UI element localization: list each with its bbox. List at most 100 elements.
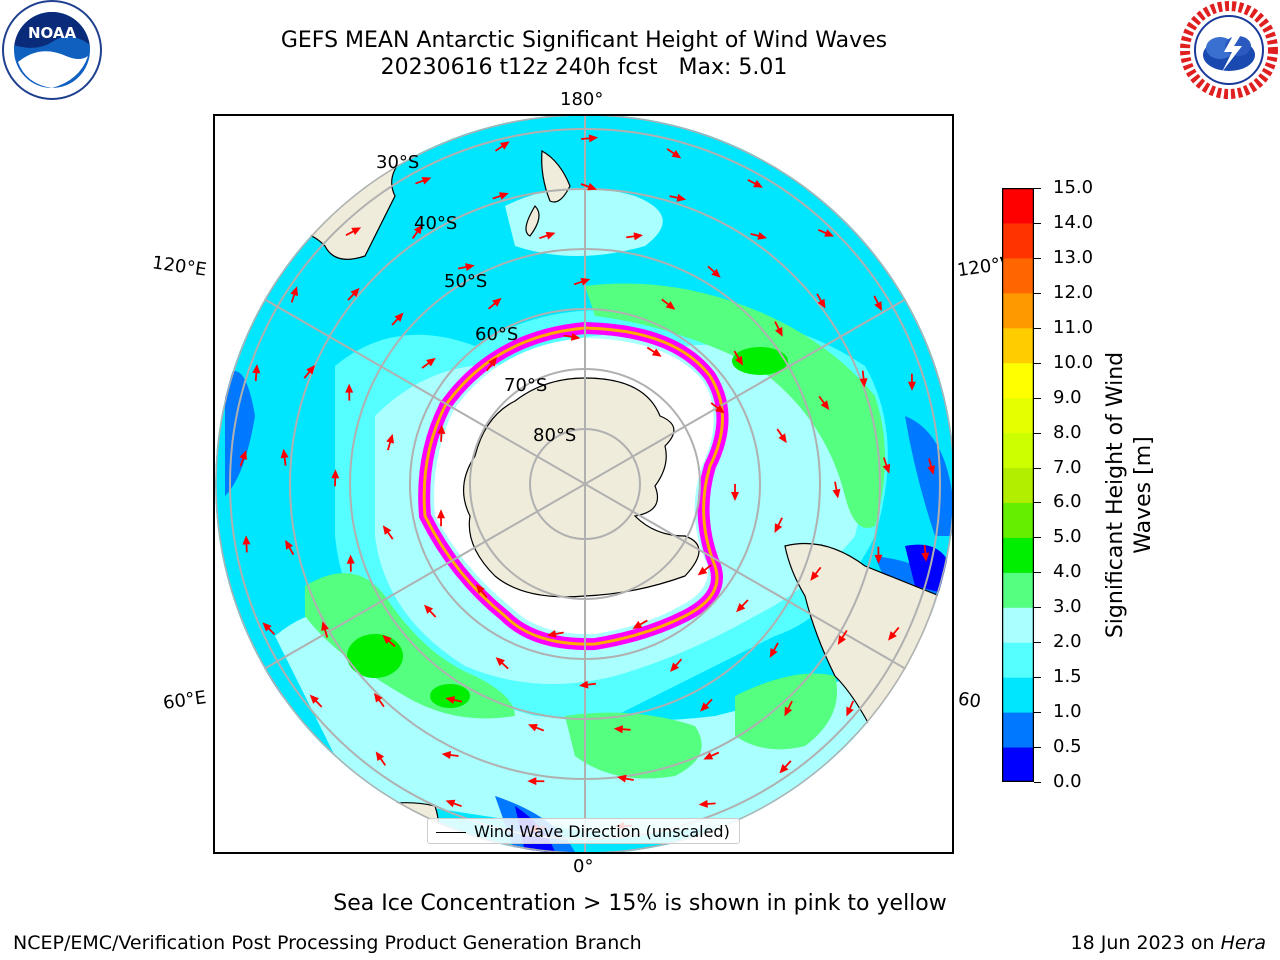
colorbar-cell xyxy=(1002,397,1034,434)
wind-wave-arrow xyxy=(290,286,298,303)
footer-host: Hera xyxy=(1220,932,1266,954)
wind-wave-arrow xyxy=(774,321,783,337)
wind-wave-arrow xyxy=(888,626,900,641)
wind-wave-arrow xyxy=(921,544,930,562)
wind-wave-arrow xyxy=(646,346,662,357)
wind-wave-arrow xyxy=(779,760,792,774)
colorbar-tick-label: 12.0 xyxy=(1053,281,1094,303)
wind-wave-arrow xyxy=(697,564,712,576)
colorbar-cell xyxy=(1002,257,1034,294)
colorbar-label-line2: Waves [m] xyxy=(1131,436,1156,554)
wind-wave-arrow xyxy=(846,700,855,717)
wind-wave-arrow xyxy=(492,192,509,200)
wind-wave-arrow xyxy=(573,277,591,286)
colorbar-cell xyxy=(1002,362,1034,399)
colorbar-tick-mark xyxy=(1034,397,1041,399)
wind-wave-arrow xyxy=(818,229,835,237)
colorbar-tick-mark xyxy=(1034,782,1041,783)
sea-ice-note: Sea Ice Concentration > 15% is shown in … xyxy=(333,891,947,916)
colorbar-tick-label: 13.0 xyxy=(1053,246,1094,268)
wind-wave-arrow xyxy=(445,799,462,808)
colorbar-tick-label: 0.0 xyxy=(1053,771,1082,792)
lat-label-60s: 60°S xyxy=(475,324,519,345)
colorbar-tick-label: 2.0 xyxy=(1053,631,1082,653)
lon-label-180: 180° xyxy=(560,89,604,110)
colorbar-tick-label: 15.0 xyxy=(1053,177,1094,198)
wind-wave-arrow xyxy=(303,364,315,379)
colorbar-tick-label: 1.5 xyxy=(1053,666,1082,688)
chart-title: GEFS MEAN Antarctic Significant Height o… xyxy=(280,28,888,53)
wind-wave-arrow xyxy=(733,350,743,366)
lat-label-50s: 50°S xyxy=(444,271,488,292)
wind-wave-arrow xyxy=(331,469,340,487)
colorbar-tick-label: 10.0 xyxy=(1053,351,1094,373)
wind-wave-arrow xyxy=(382,525,394,540)
footer-date: 18 Jun 2023 on xyxy=(1070,932,1221,954)
wind-wave-arrow xyxy=(832,481,841,499)
wind-wave-arrow xyxy=(776,428,787,444)
lon-label-60e: 60°E xyxy=(161,687,208,714)
colorbar-cell xyxy=(1002,677,1034,713)
wind-wave-arrow xyxy=(816,293,826,309)
wind-wave-arrow xyxy=(285,539,295,556)
wind-wave-arrow xyxy=(386,433,394,451)
colorbar xyxy=(1002,188,1034,782)
wind-wave-arrow xyxy=(494,141,510,152)
wind-wave-arrow xyxy=(546,629,564,638)
colorbar-tick-label: 5.0 xyxy=(1053,526,1082,548)
wind-wave-arrows xyxy=(239,134,935,833)
wind-wave-arrow xyxy=(563,332,581,341)
colorbar-tick-label: 6.0 xyxy=(1053,491,1082,513)
wind-wave-arrow xyxy=(927,458,935,475)
wind-wave-arrow xyxy=(859,370,868,388)
wind-wave-arrow xyxy=(736,599,749,613)
colorbar-cell xyxy=(1002,292,1034,329)
nws-logo xyxy=(1178,0,1280,100)
colorbar-cell xyxy=(1002,502,1034,538)
wind-wave-arrow xyxy=(784,700,793,717)
colorbar-tick-mark xyxy=(1034,607,1041,609)
colorbar-tick-mark xyxy=(1034,502,1041,504)
colorbar-cell xyxy=(1002,327,1034,364)
wind-wave-arrow xyxy=(710,402,725,414)
legend-label: Wind Wave Direction (unscaled) xyxy=(474,822,730,841)
wind-wave-arrow xyxy=(487,297,502,310)
wind-wave-arrow xyxy=(810,566,822,581)
noaa-logo: NOAA xyxy=(0,0,104,100)
wind-wave-arrow xyxy=(391,312,404,326)
wind-wave-arrow xyxy=(700,698,713,712)
wind-wave-arrow xyxy=(445,696,463,704)
wind-wave-arrow xyxy=(703,751,720,760)
lat-label-30s: 30°S xyxy=(376,152,420,173)
lon-label-0: 0° xyxy=(573,856,594,877)
wind-wave-arrow xyxy=(252,364,261,382)
wind-wave-arrow xyxy=(581,134,599,143)
colorbar-tick-mark xyxy=(1034,327,1041,329)
wind-wave-arrow xyxy=(476,584,488,598)
colorbar-tick-mark xyxy=(1034,362,1041,364)
footer-right: 18 Jun 2023 on Hera xyxy=(1071,932,1266,954)
wind-wave-arrow xyxy=(411,224,423,239)
lat-label-40s: 40°S xyxy=(414,213,458,234)
colorbar-cell xyxy=(1002,712,1034,748)
colorbar-tick-mark xyxy=(1034,712,1041,714)
wind-wave-arrow xyxy=(373,692,385,708)
colorbar-tick-label: 3.0 xyxy=(1053,596,1082,618)
wind-wave-arrow xyxy=(769,642,779,658)
wind-wave-arrow xyxy=(527,723,545,732)
wind-wave-arrow xyxy=(617,774,634,783)
colorbar-tick-label: 0.5 xyxy=(1053,736,1082,758)
wind-wave-arrow xyxy=(580,182,597,191)
wind-wave-arrow xyxy=(661,298,676,310)
wind-wave-arrow xyxy=(907,373,916,391)
wind-wave-arrow xyxy=(837,629,848,645)
wind-wave-arrow xyxy=(239,450,247,467)
new-zealand xyxy=(525,150,571,237)
colorbar-tick-label: 9.0 xyxy=(1053,386,1082,408)
colorbar-label: Significant Height of Wind Waves [m] xyxy=(1102,330,1158,660)
colorbar-tick-mark xyxy=(1034,432,1041,434)
wind-wave-arrow xyxy=(613,725,631,734)
wind-wave-arrow xyxy=(321,621,329,638)
wind-wave-arrow xyxy=(632,619,648,629)
wind-wave-arrow xyxy=(626,232,644,241)
